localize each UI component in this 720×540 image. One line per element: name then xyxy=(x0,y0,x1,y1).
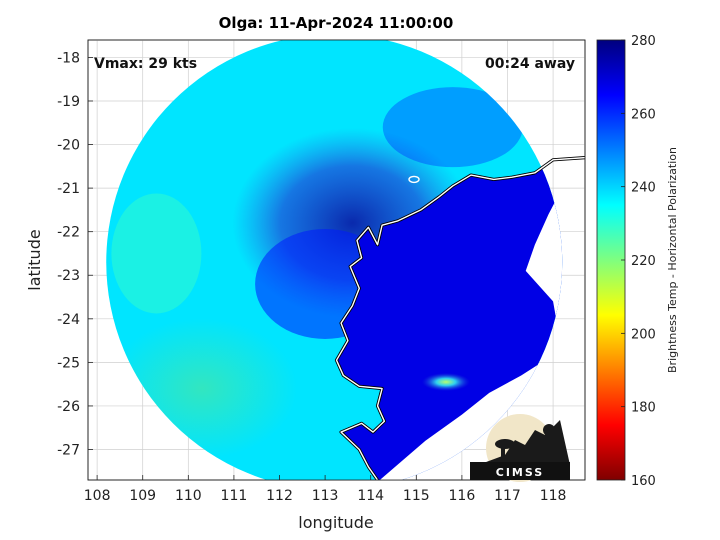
axes-frame xyxy=(87,39,586,481)
x-axis-label: longitude xyxy=(298,513,373,532)
cimss-logo: CIMSS xyxy=(470,414,570,482)
y-tick-label: -19 xyxy=(57,94,80,110)
chart-title: Olga: 11-Apr-2024 11:00:00 xyxy=(219,14,454,32)
colorbar-tick-label: 260 xyxy=(631,107,656,122)
x-tick-label: 108 xyxy=(84,488,111,504)
vmax-label: Vmax: 29 kts xyxy=(94,56,197,72)
y-tick-label: -26 xyxy=(57,399,80,415)
colorbar-gradient xyxy=(596,39,626,481)
deep-convection-area xyxy=(382,87,523,168)
y-tick-label: -21 xyxy=(57,181,80,197)
warm-ocean-area xyxy=(111,193,202,314)
y-axis-label: latitude xyxy=(25,229,44,290)
coastline xyxy=(335,156,585,480)
x-tick-label: 116 xyxy=(449,488,476,504)
x-tick-label: 115 xyxy=(403,488,430,504)
colorbar-tick-label: 200 xyxy=(631,327,656,342)
x-tick-label: 110 xyxy=(175,488,202,504)
x-axis-ticks: 108 109 110 111 112 113 114 115 116 117 118 xyxy=(84,475,567,504)
y-tick-label: -23 xyxy=(57,268,80,284)
x-tick-label: 117 xyxy=(494,488,521,504)
colorbar-tick-label: 160 xyxy=(631,474,656,489)
colorbar: 160 180 200 220 240 260 280 Brightness Temp - … xyxy=(596,34,679,489)
x-tick-label: 118 xyxy=(540,488,567,504)
cimss-logo-text: CIMSS xyxy=(496,466,544,479)
colorbar-tick-label: 280 xyxy=(631,34,656,49)
y-tick-label: -22 xyxy=(57,225,80,241)
y-axis-ticks: -18 -19 -20 -21 -22 -23 -24 -25 -26 -27 xyxy=(57,50,93,459)
y-tick-label: -25 xyxy=(57,355,80,371)
y-tick-label: -24 xyxy=(57,312,80,328)
lake-spot xyxy=(421,372,470,391)
island xyxy=(408,175,420,184)
colorbar-label: Brightness Temp - Horizontal Polarizatio… xyxy=(666,147,679,373)
colorbar-tick-label: 240 xyxy=(631,181,656,196)
x-tick-label: 113 xyxy=(312,488,339,504)
x-tick-label: 111 xyxy=(221,488,248,504)
y-tick-label: -20 xyxy=(57,138,80,154)
colorbar-ticks: 160 180 200 220 240 260 280 xyxy=(621,34,656,489)
brightness-temp-swath xyxy=(106,40,563,480)
x-tick-label: 114 xyxy=(357,488,384,504)
x-tick-label: 109 xyxy=(129,488,156,504)
colorbar-tick-label: 180 xyxy=(631,401,656,416)
x-tick-label: 112 xyxy=(266,488,293,504)
y-tick-label: -18 xyxy=(57,50,80,66)
time-away-label: 00:24 away xyxy=(485,56,575,72)
y-tick-label: -27 xyxy=(57,443,80,459)
colorbar-tick-label: 220 xyxy=(631,254,656,269)
